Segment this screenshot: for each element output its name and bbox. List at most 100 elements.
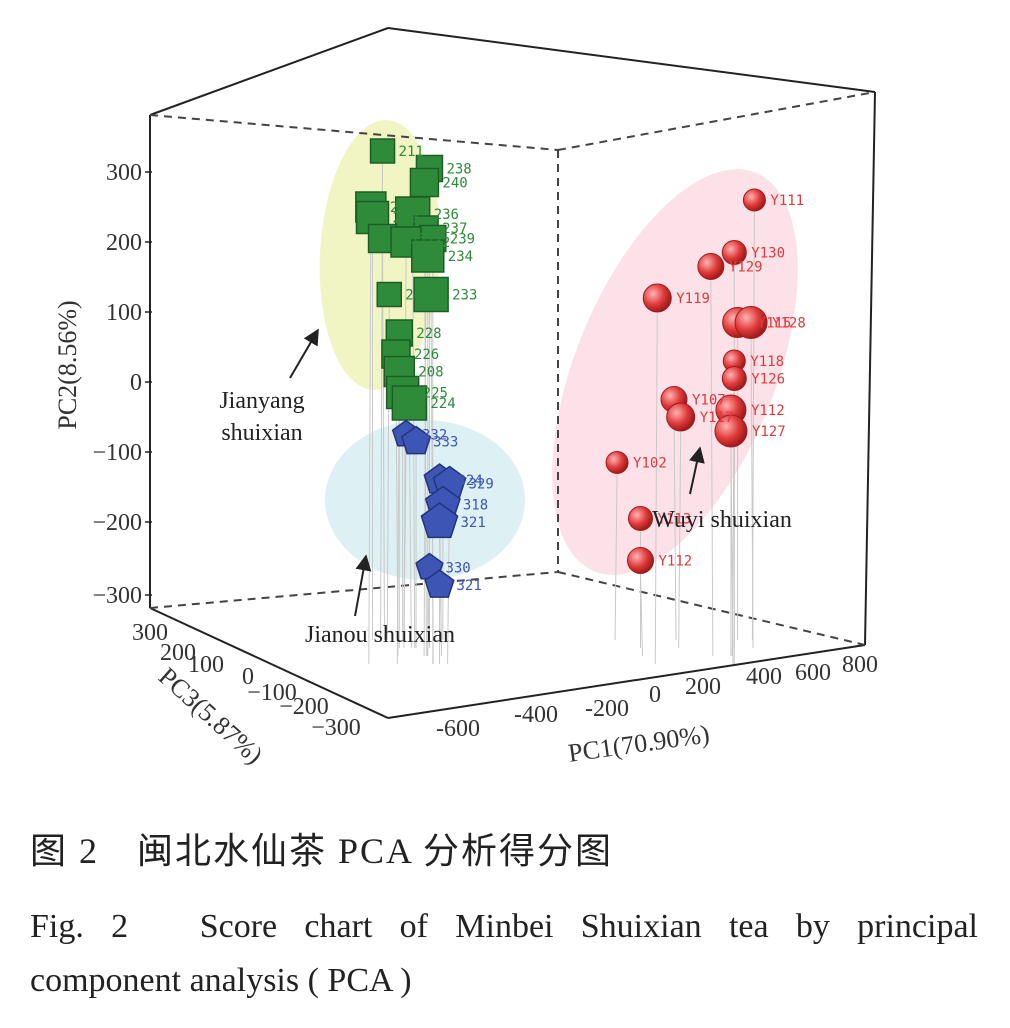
annotation-arrow bbox=[354, 554, 372, 617]
point-square bbox=[411, 239, 445, 273]
x-tick-label: 600 bbox=[795, 660, 831, 686]
point-label: 236 bbox=[434, 207, 459, 223]
point-square bbox=[409, 167, 440, 198]
drop-line bbox=[654, 312, 658, 665]
point-pentagon bbox=[420, 502, 459, 539]
y-tick-label: −300 bbox=[92, 583, 142, 609]
z-tick-label: 0 bbox=[242, 664, 254, 690]
point-label: Y113 bbox=[658, 512, 692, 528]
annotation-arrow bbox=[689, 446, 705, 495]
frame-edge bbox=[387, 644, 866, 719]
drop-line bbox=[403, 446, 407, 641]
point-square bbox=[376, 281, 402, 308]
point-sphere bbox=[714, 414, 748, 448]
caption-chinese: 图 2 闽北水仙茶 PCA 分析得分图 bbox=[30, 831, 614, 871]
point-label: 238 bbox=[446, 162, 471, 178]
x-tick-label: -600 bbox=[436, 716, 480, 742]
group-annotation: Jianou shuixian bbox=[305, 622, 455, 648]
point-label: 214 bbox=[390, 200, 415, 216]
point-label: 234 bbox=[448, 249, 473, 265]
drop-line bbox=[678, 431, 682, 649]
drop-line bbox=[710, 280, 714, 657]
point-label: 208 bbox=[418, 365, 443, 381]
point-label: 224 bbox=[430, 396, 455, 412]
y-tick-label: 0 bbox=[130, 370, 142, 396]
frame-edge-hidden bbox=[557, 91, 876, 151]
drop-line bbox=[640, 574, 643, 657]
y-tick-label: 100 bbox=[106, 300, 142, 326]
caption-english-line2: component analysis ( PCA ) bbox=[30, 962, 412, 999]
point-sphere bbox=[628, 506, 653, 531]
drop-line bbox=[730, 447, 734, 665]
point-label: Y128 bbox=[772, 316, 806, 332]
point-pentagon bbox=[424, 569, 455, 598]
point-label: 211 bbox=[399, 144, 424, 160]
group-annotation: Wuyi shuixian bbox=[652, 507, 792, 533]
x-tick-label: 800 bbox=[842, 652, 878, 678]
drop-line bbox=[750, 339, 754, 649]
annotation-arrow bbox=[289, 328, 319, 379]
point-label: Y126 bbox=[751, 372, 785, 388]
y-tick-label: −100 bbox=[92, 440, 142, 466]
frame-edge bbox=[864, 91, 876, 646]
frame-edge bbox=[387, 27, 876, 93]
point-label: 332 bbox=[422, 428, 447, 444]
caption-english-line1: Fig. 2 Score chart of Minbei Shuixian te… bbox=[30, 908, 978, 945]
x-tick-label: 400 bbox=[746, 664, 782, 690]
z-tick-label: 100 bbox=[188, 652, 224, 678]
point-sphere bbox=[734, 306, 768, 339]
group-annotation: shuixian bbox=[221, 420, 302, 446]
point-label: 226 bbox=[414, 347, 439, 363]
frame-edge bbox=[149, 607, 389, 719]
point-label: 207 bbox=[405, 288, 430, 304]
point-label: 232 bbox=[425, 235, 450, 251]
point-label: Y117 bbox=[700, 410, 734, 426]
point-label: 235 bbox=[401, 232, 426, 248]
z-tick-label: −100 bbox=[247, 680, 297, 706]
point-label: Y127 bbox=[752, 424, 786, 440]
z-tick-label: −200 bbox=[279, 694, 329, 720]
drop-line bbox=[368, 221, 372, 665]
point-label: 239 bbox=[450, 232, 475, 248]
drop-line bbox=[614, 474, 618, 641]
point-sphere bbox=[642, 283, 672, 313]
point-label: 329 bbox=[469, 477, 494, 493]
frame-edge-hidden bbox=[557, 571, 866, 646]
x-tick-label: 200 bbox=[685, 674, 721, 700]
point-label: Y102 bbox=[633, 456, 667, 472]
point-label: Y118 bbox=[750, 354, 784, 370]
z-tick-label: −300 bbox=[311, 715, 361, 741]
point-sphere bbox=[697, 253, 725, 280]
group-annotations: Jianyang shuixian Jianou shuixian Wuyi shui… bbox=[219, 328, 792, 648]
drop-line bbox=[382, 252, 386, 641]
y-axis-label: PC2(8.56%) bbox=[53, 300, 82, 429]
point-label: 219 bbox=[393, 211, 418, 227]
point-label: 237 bbox=[442, 221, 467, 237]
z-tick-label: 200 bbox=[160, 640, 196, 666]
point-label: 240 bbox=[442, 176, 467, 192]
data-markers bbox=[355, 138, 768, 598]
point-sphere bbox=[721, 240, 747, 265]
point-sphere bbox=[627, 547, 654, 574]
point-sphere bbox=[666, 402, 696, 432]
point-label: 333 bbox=[433, 435, 458, 451]
point-label: 324 bbox=[458, 473, 483, 489]
point-label: 321 bbox=[461, 515, 486, 531]
point-label: Y111 bbox=[770, 193, 804, 209]
y-tick-label: 300 bbox=[106, 160, 142, 186]
point-label: Y107 bbox=[692, 393, 726, 409]
point-pentagon bbox=[400, 425, 432, 455]
point-square bbox=[369, 138, 396, 164]
point-label: Y112 bbox=[751, 403, 785, 419]
x-tick-label: -200 bbox=[585, 696, 629, 722]
z-tick-label: 300 bbox=[132, 620, 168, 646]
point-label: 233 bbox=[452, 288, 477, 304]
point-sphere bbox=[742, 188, 766, 212]
frame-edge-hidden bbox=[149, 571, 559, 609]
point-label: Y129 bbox=[729, 260, 763, 276]
y-tick-label: 200 bbox=[106, 230, 142, 256]
y-tick-label: −200 bbox=[92, 510, 142, 536]
point-label: 321 bbox=[457, 578, 482, 594]
